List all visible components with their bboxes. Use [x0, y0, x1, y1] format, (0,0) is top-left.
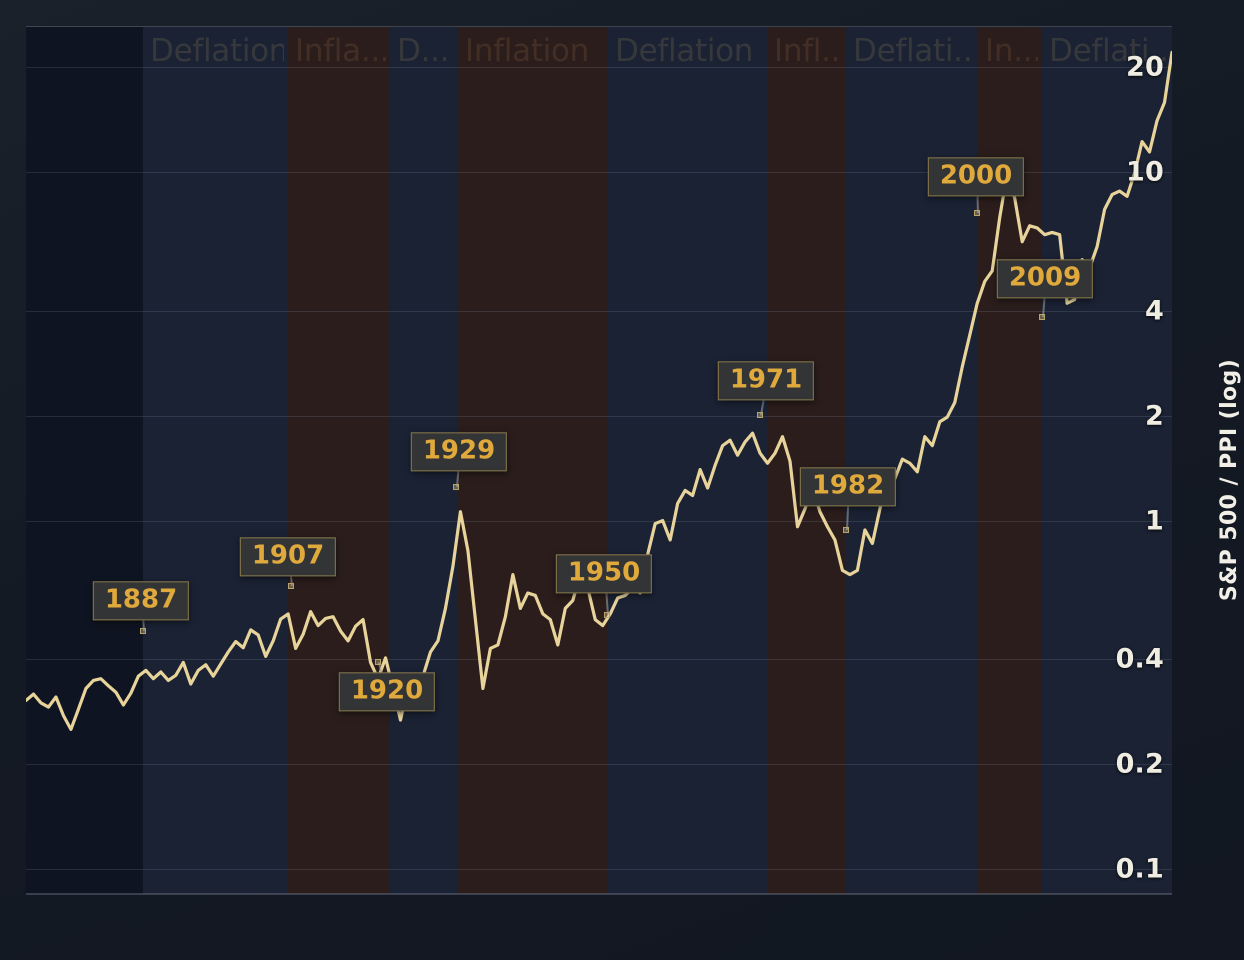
y-tick-label-0.1: 0.1 — [1115, 853, 1164, 885]
y-tick-label-2: 2 — [1145, 400, 1164, 432]
regime-band-label: Deflati... — [1049, 34, 1168, 69]
gridline-0.4 — [26, 659, 1172, 661]
annotation-point-marker-1971 — [757, 412, 763, 418]
annotation-point-marker-1920 — [375, 659, 381, 665]
gridline-0.1 — [26, 869, 1172, 871]
annotation-point-marker-1887 — [140, 628, 146, 634]
regime-band-inflation-6: Infl... — [767, 27, 846, 894]
regime-band-label: Deflation — [150, 34, 284, 69]
annotation-label-1982[interactable]: 1982 — [799, 467, 897, 507]
regime-band-label: Inflation — [465, 34, 589, 69]
annotation-point-marker-1982 — [843, 527, 849, 533]
annotation-label-1929[interactable]: 1929 — [410, 432, 508, 472]
gridline-10 — [26, 171, 1172, 173]
series-line-sp500-ppi — [26, 50, 1172, 731]
regime-band-label: In... — [985, 34, 1038, 69]
gridline-4 — [26, 310, 1172, 312]
annotation-label-1920[interactable]: 1920 — [338, 672, 436, 712]
y-tick-label-1: 1 — [1145, 505, 1164, 537]
y-tick-label-0.2: 0.2 — [1115, 748, 1164, 780]
regime-band-label: Deflation — [615, 34, 754, 69]
annotation-label-1887[interactable]: 1887 — [92, 581, 190, 621]
annotation-label-1950[interactable]: 1950 — [555, 554, 653, 594]
regime-band-deflation-9: Deflati... — [1042, 27, 1172, 894]
y-tick-label-4: 4 — [1145, 295, 1164, 327]
plot-bottom-border — [26, 893, 1172, 895]
series-plot — [26, 50, 1172, 731]
regime-band-label: Infla... — [295, 34, 386, 69]
annotation-label-2009[interactable]: 2009 — [996, 259, 1094, 299]
y-tick-label-10: 10 — [1126, 156, 1164, 188]
annotation-point-marker-2009 — [1039, 314, 1045, 320]
y-axis-title: S&P 500 / PPI (log) — [1217, 358, 1242, 602]
y-tick-label-20: 20 — [1126, 51, 1164, 83]
regime-band-inflation-2: Infla... — [288, 27, 390, 894]
annotation-label-1971[interactable]: 1971 — [717, 361, 815, 401]
annotation-point-marker-1929 — [453, 484, 459, 490]
gridline-0.2 — [26, 764, 1172, 766]
annotation-label-2000[interactable]: 2000 — [927, 157, 1025, 197]
gridline-20 — [26, 66, 1172, 68]
y-tick-label-0.4: 0.4 — [1115, 643, 1164, 675]
regime-band-label: Deflati... — [853, 34, 974, 69]
regime-band-deflation-5: Deflation — [608, 27, 767, 894]
plot-area: Deflation Infla... D... Inflation Deflation I… — [26, 27, 1172, 894]
regime-band-deflation-1: Deflation — [143, 27, 288, 894]
annotation-point-marker-1907 — [288, 583, 294, 589]
regime-band-label: D... — [397, 34, 450, 69]
gridline-1 — [26, 520, 1172, 522]
gridline-2 — [26, 415, 1172, 417]
annotation-point-marker-1950 — [604, 612, 610, 618]
regime-band-label: Infl... — [774, 34, 842, 69]
annotation-label-1907[interactable]: 1907 — [239, 537, 337, 577]
annotation-point-marker-2000 — [974, 210, 980, 216]
